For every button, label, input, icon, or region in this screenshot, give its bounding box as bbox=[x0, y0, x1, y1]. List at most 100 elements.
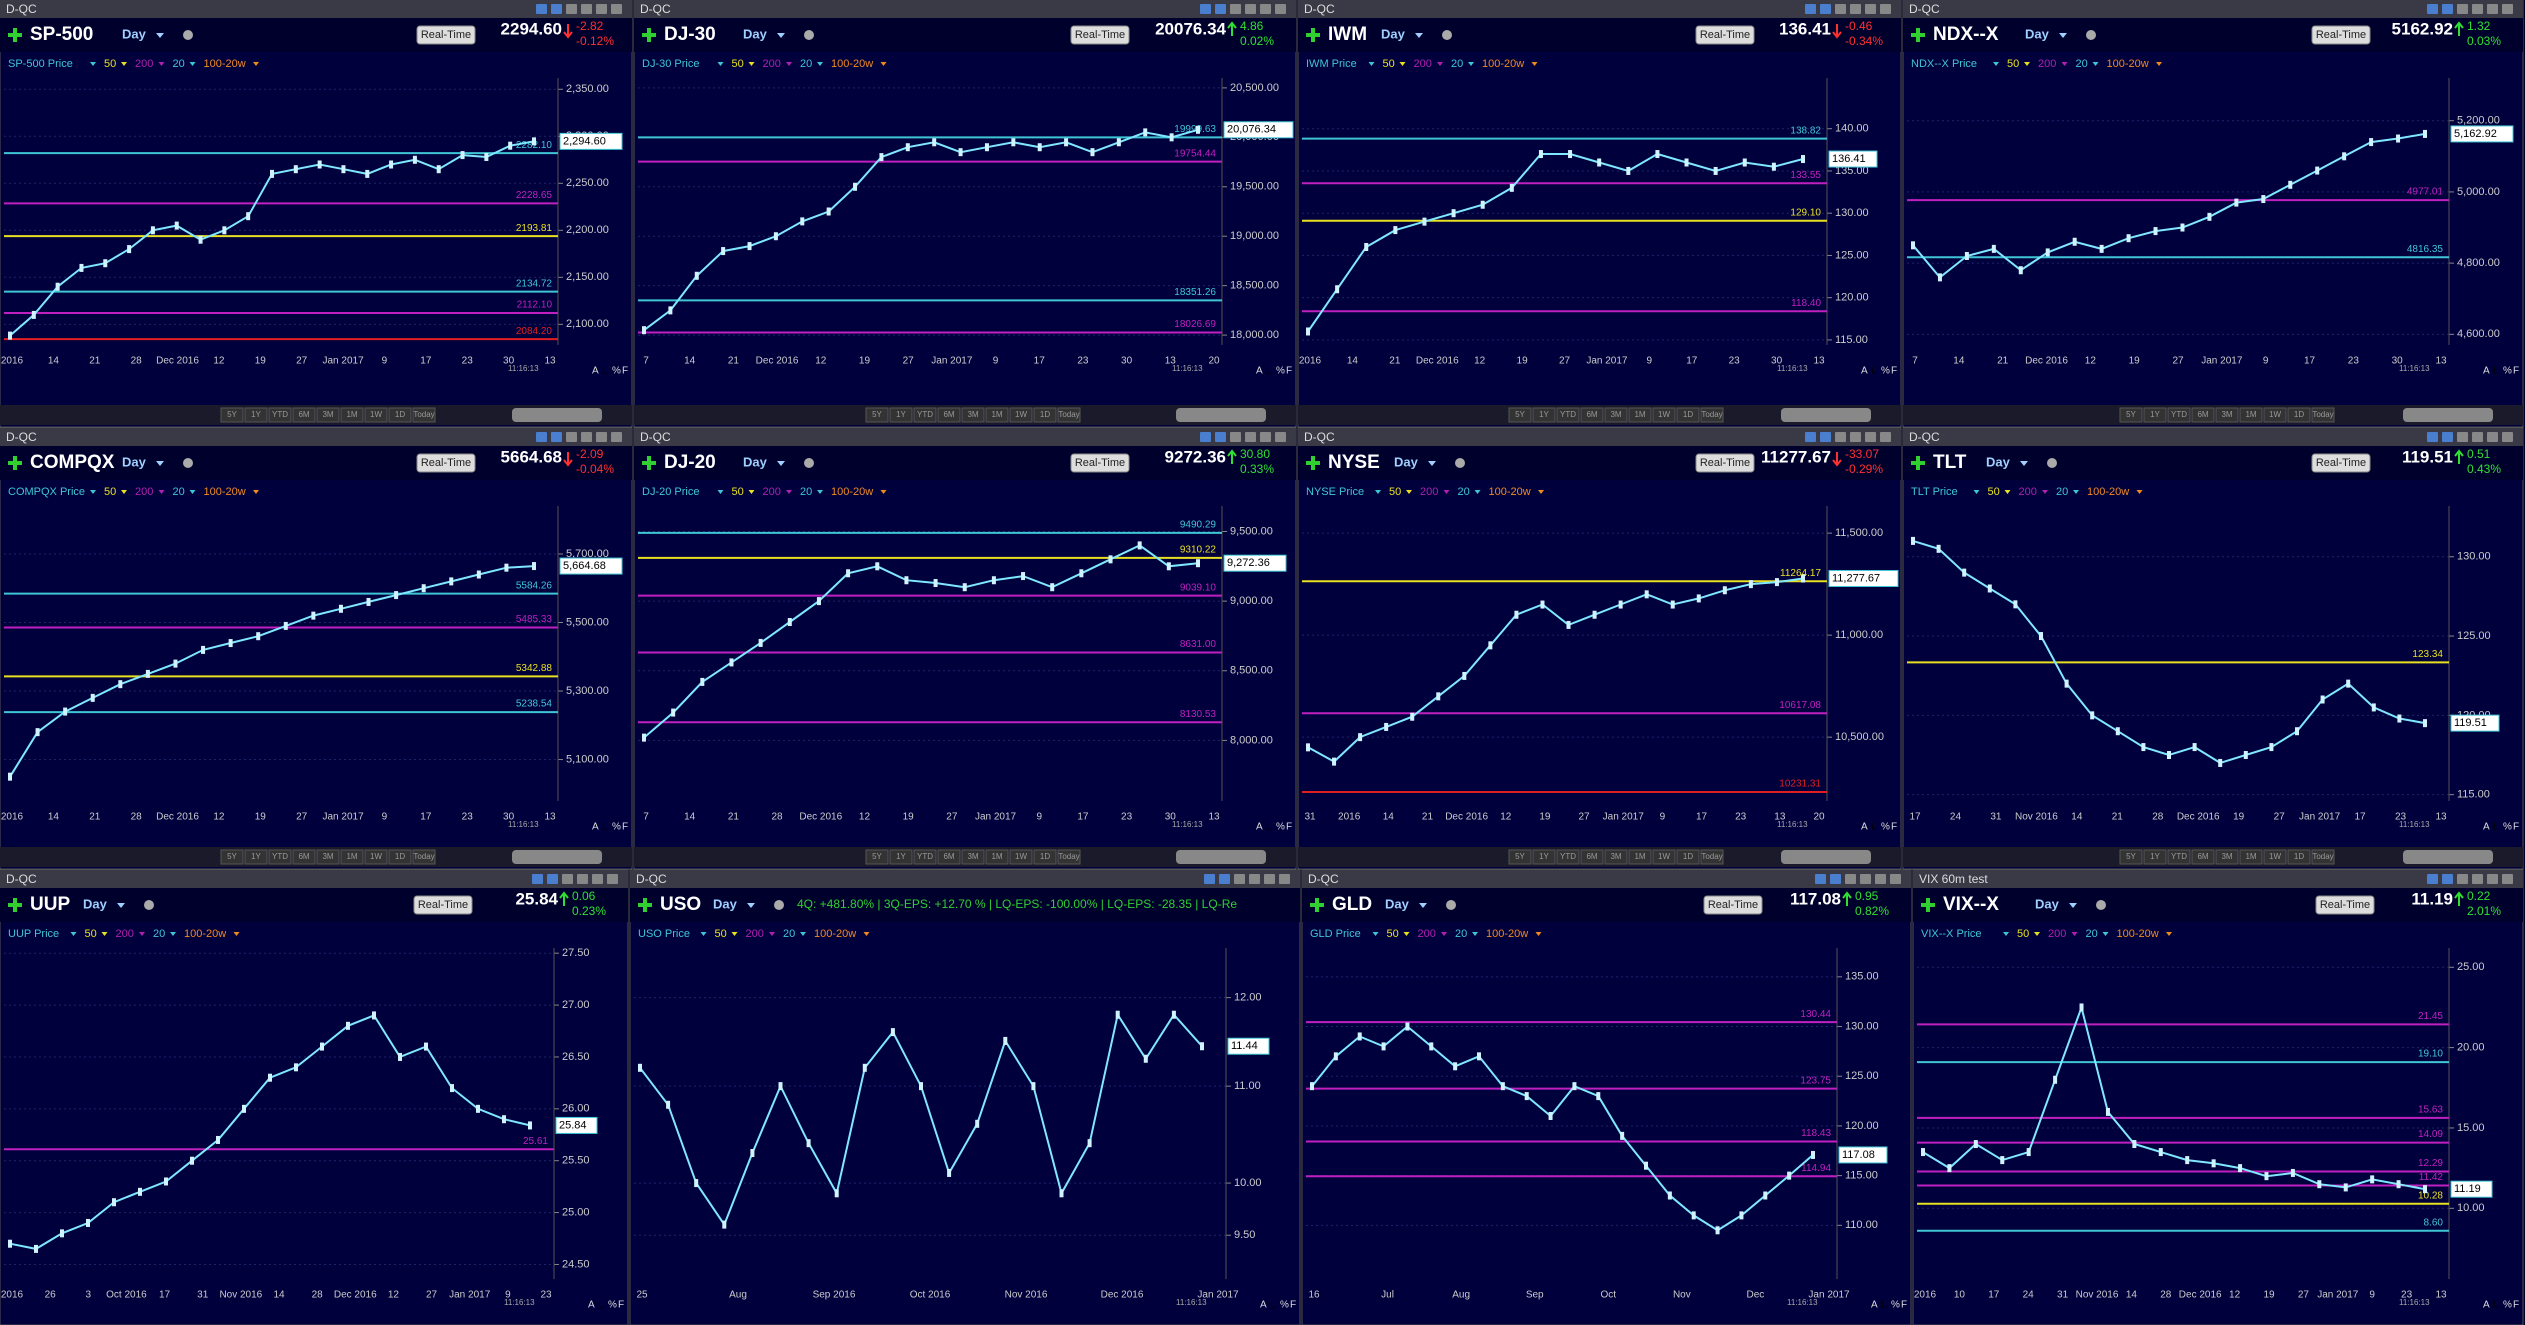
range-button[interactable] bbox=[364, 407, 388, 423]
study-label[interactable]: 200 bbox=[2048, 928, 2066, 940]
range-button[interactable] bbox=[2119, 849, 2143, 865]
period[interactable]: Day bbox=[713, 896, 738, 911]
window-icon[interactable] bbox=[1245, 432, 1256, 442]
range-button[interactable] bbox=[1532, 849, 1556, 865]
scroll-thumb[interactable] bbox=[1781, 850, 1871, 864]
window-icon[interactable] bbox=[1835, 4, 1846, 14]
realtime-button[interactable] bbox=[2311, 453, 2371, 473]
scale-option[interactable]: A bbox=[1256, 366, 1263, 377]
study-label[interactable]: USO Price bbox=[638, 928, 690, 940]
scale-option[interactable]: F bbox=[1286, 366, 1292, 377]
window-icon[interactable] bbox=[2442, 432, 2453, 442]
window-icon[interactable] bbox=[611, 4, 622, 14]
scale-option[interactable]: L bbox=[2493, 366, 2499, 377]
scale-option[interactable]: F bbox=[1286, 822, 1292, 833]
range-button[interactable] bbox=[268, 407, 292, 423]
add-icon[interactable] bbox=[642, 28, 656, 42]
window-icon[interactable] bbox=[2487, 432, 2498, 442]
range-button[interactable] bbox=[316, 407, 340, 423]
window-icon[interactable] bbox=[2502, 4, 2513, 14]
study-label[interactable]: 50 bbox=[715, 928, 727, 940]
range-button[interactable] bbox=[292, 407, 316, 423]
window-icon[interactable] bbox=[2487, 874, 2498, 884]
range-button[interactable] bbox=[2239, 407, 2263, 423]
study-label[interactable]: 20 bbox=[1451, 58, 1463, 70]
range-button[interactable] bbox=[889, 849, 913, 865]
range-button[interactable] bbox=[2191, 407, 2215, 423]
scale-option[interactable]: % bbox=[1891, 1300, 1900, 1311]
study-label[interactable]: 50 bbox=[2007, 58, 2019, 70]
period[interactable]: Day bbox=[1385, 896, 1410, 911]
study-label[interactable]: 50 bbox=[732, 58, 744, 70]
window-icon[interactable] bbox=[1204, 874, 1215, 884]
range-button[interactable] bbox=[388, 407, 412, 423]
study-label[interactable]: DJ-20 Price bbox=[642, 486, 699, 498]
period[interactable]: Day bbox=[83, 896, 108, 911]
realtime-button[interactable] bbox=[416, 453, 476, 473]
range-button[interactable] bbox=[1556, 407, 1580, 423]
scale-option[interactable]: F bbox=[1891, 366, 1897, 377]
range-button[interactable] bbox=[1676, 407, 1700, 423]
window-icon[interactable] bbox=[1234, 874, 1245, 884]
study-label[interactable]: 100-20w bbox=[1489, 486, 1531, 498]
window-icon[interactable] bbox=[2472, 874, 2483, 884]
add-icon[interactable] bbox=[8, 898, 22, 912]
window-icon[interactable] bbox=[1215, 432, 1226, 442]
scale-option[interactable]: % bbox=[2503, 366, 2512, 377]
study-label[interactable]: 20 bbox=[800, 58, 812, 70]
scale-option[interactable]: % bbox=[1276, 366, 1285, 377]
window-icon[interactable] bbox=[1260, 4, 1271, 14]
study-label[interactable]: 20 bbox=[1458, 486, 1470, 498]
study-label[interactable]: 200 bbox=[763, 58, 781, 70]
study-label[interactable]: 50 bbox=[732, 486, 744, 498]
scale-option[interactable]: A bbox=[1871, 1300, 1878, 1311]
scale-option[interactable]: % bbox=[612, 822, 621, 833]
settings-icon[interactable] bbox=[2096, 900, 2106, 910]
period[interactable]: Day bbox=[122, 26, 147, 41]
window-icon[interactable] bbox=[2472, 4, 2483, 14]
scale-option[interactable]: F bbox=[2513, 366, 2519, 377]
study-label[interactable]: 100-20w bbox=[814, 928, 856, 940]
period[interactable]: Day bbox=[743, 26, 768, 41]
settings-icon[interactable] bbox=[804, 30, 814, 40]
range-button[interactable] bbox=[244, 849, 268, 865]
settings-icon[interactable] bbox=[1442, 30, 1452, 40]
range-button[interactable] bbox=[2311, 849, 2335, 865]
range-button[interactable] bbox=[889, 407, 913, 423]
realtime-button[interactable] bbox=[416, 25, 476, 45]
period[interactable]: Day bbox=[1394, 454, 1419, 469]
realtime-button[interactable] bbox=[1070, 453, 1130, 473]
add-icon[interactable] bbox=[1911, 28, 1925, 42]
range-button[interactable] bbox=[865, 849, 889, 865]
range-button[interactable] bbox=[1676, 849, 1700, 865]
period[interactable]: Day bbox=[1986, 454, 2011, 469]
scale-option[interactable]: % bbox=[1276, 822, 1285, 833]
scroll-thumb[interactable] bbox=[512, 850, 602, 864]
study-label[interactable]: COMPQX Price bbox=[8, 486, 85, 498]
add-icon[interactable] bbox=[8, 28, 22, 42]
scale-option[interactable]: A bbox=[1260, 1300, 1267, 1311]
settings-icon[interactable] bbox=[183, 458, 193, 468]
scale-option[interactable]: A bbox=[1861, 822, 1868, 833]
range-button[interactable] bbox=[1033, 407, 1057, 423]
range-button[interactable] bbox=[1009, 849, 1033, 865]
range-button[interactable] bbox=[1556, 849, 1580, 865]
study-label[interactable]: 50 bbox=[1383, 58, 1395, 70]
range-button[interactable] bbox=[1700, 849, 1724, 865]
range-button[interactable] bbox=[244, 407, 268, 423]
range-button[interactable] bbox=[316, 849, 340, 865]
range-button[interactable] bbox=[913, 407, 937, 423]
window-icon[interactable] bbox=[551, 432, 562, 442]
study-label[interactable]: 100-20w bbox=[204, 486, 246, 498]
range-button[interactable] bbox=[2143, 849, 2167, 865]
window-icon[interactable] bbox=[1275, 432, 1286, 442]
window-icon[interactable] bbox=[1830, 874, 1841, 884]
scroll-thumb[interactable] bbox=[1781, 408, 1871, 422]
study-label[interactable]: 20 bbox=[783, 928, 795, 940]
study-label[interactable]: NYSE Price bbox=[1306, 486, 1364, 498]
range-button[interactable] bbox=[1628, 407, 1652, 423]
range-button[interactable] bbox=[2167, 849, 2191, 865]
window-icon[interactable] bbox=[1835, 432, 1846, 442]
window-icon[interactable] bbox=[1880, 4, 1891, 14]
window-icon[interactable] bbox=[1200, 432, 1211, 442]
